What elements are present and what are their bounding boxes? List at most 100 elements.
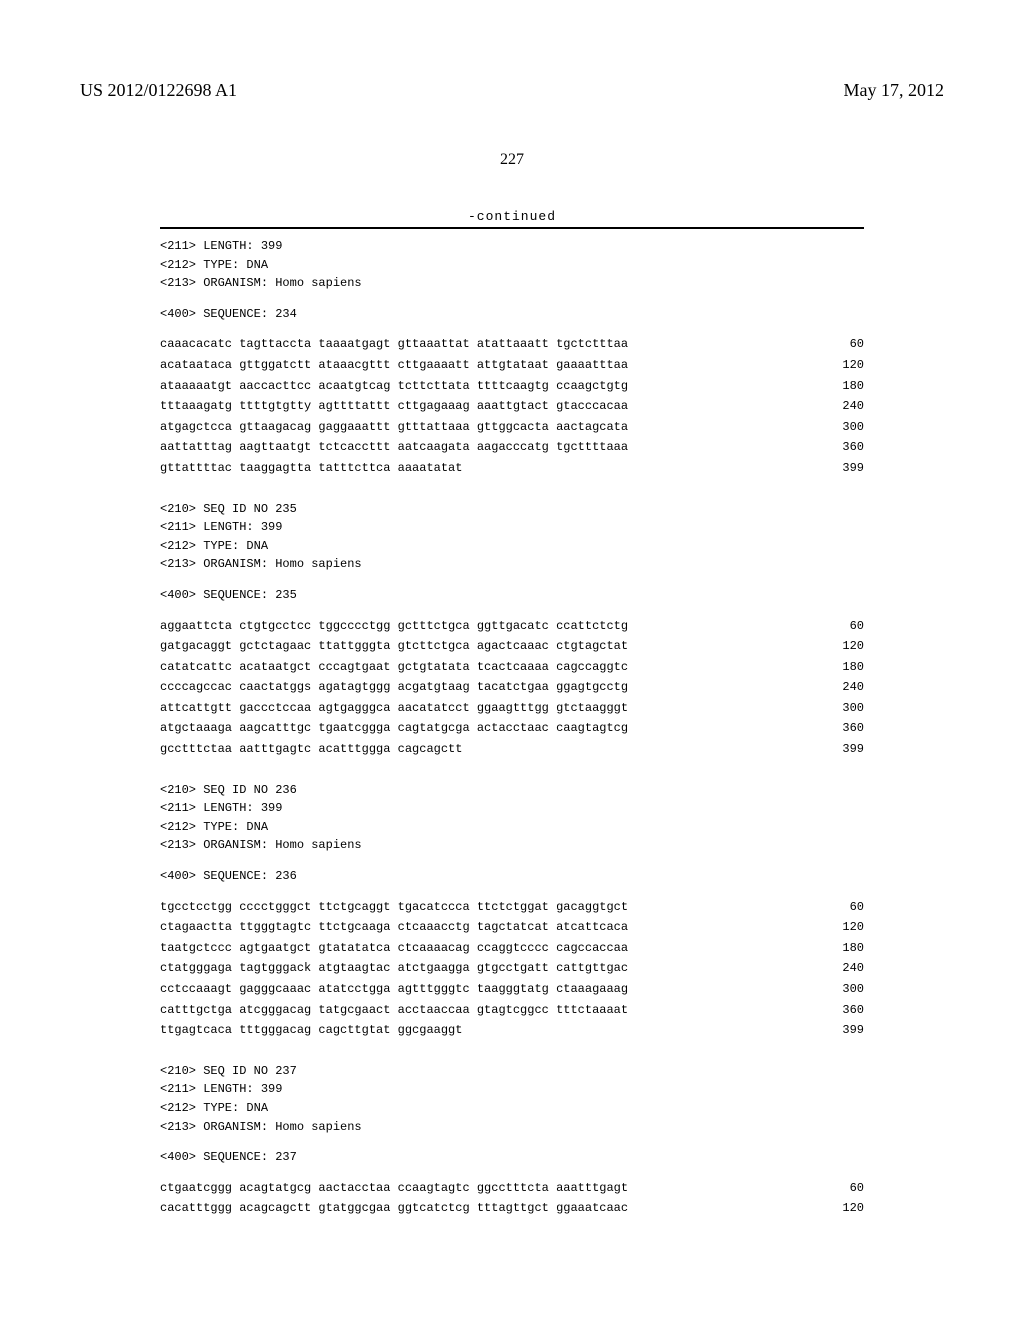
seq-header: <400> SEQUENCE: 235 — [160, 586, 864, 605]
seq-meta-line: <213> ORGANISM: Homo sapiens — [160, 555, 864, 574]
seq-header: <400> SEQUENCE: 237 — [160, 1148, 864, 1167]
seq-meta-line: <211> LENGTH: 399 — [160, 518, 864, 537]
seq-line: catatcattc acataatgct cccagtgaat gctgtat… — [160, 658, 864, 677]
seq-bases: cacatttggg acagcagctt gtatggcgaa ggtcatc… — [160, 1199, 628, 1218]
continued-label: -continued — [0, 209, 1024, 224]
seq-body: caaacacatc tagttaccta taaaatgagt gttaaat… — [160, 335, 864, 477]
seq-pos: 360 — [842, 1001, 864, 1020]
seq-pos: 60 — [850, 335, 864, 354]
seq-line: gttattttac taaggagtta tatttcttca aaaatat… — [160, 459, 864, 478]
seq-meta-line: <211> LENGTH: 399 — [160, 799, 864, 818]
seq-line: cctccaaagt gagggcaaac atatcctgga agtttgg… — [160, 980, 864, 999]
page-number: 227 — [0, 151, 1024, 169]
seq-meta-line: <212> TYPE: DNA — [160, 256, 864, 275]
seq-pos: 180 — [842, 939, 864, 958]
seq-pos: 300 — [842, 980, 864, 999]
seq-header: <400> SEQUENCE: 236 — [160, 867, 864, 886]
seq-bases: ctagaactta ttgggtagtc ttctgcaaga ctcaaac… — [160, 918, 628, 937]
seq-meta-line: <210> SEQ ID NO 235 — [160, 500, 864, 519]
seq-bases: attcattgtt gaccctccaa agtgagggca aacatat… — [160, 699, 628, 718]
seq-pos: 240 — [842, 959, 864, 978]
seq-meta-line: <212> TYPE: DNA — [160, 1099, 864, 1118]
seq-bases: caaacacatc tagttaccta taaaatgagt gttaaat… — [160, 335, 628, 354]
seq-pos: 60 — [850, 898, 864, 917]
seq-meta-block: <210> SEQ ID NO 235 <211> LENGTH: 399 <2… — [160, 500, 864, 574]
seq-bases: ctgaatcggg acagtatgcg aactacctaa ccaagta… — [160, 1179, 628, 1198]
seq-header-line: <400> SEQUENCE: 237 — [160, 1148, 864, 1167]
seq-pos: 120 — [842, 356, 864, 375]
seq-line: ctgaatcggg acagtatgcg aactacctaa ccaagta… — [160, 1179, 864, 1198]
seq-bases: ataaaaatgt aaccacttcc acaatgtcag tcttctt… — [160, 377, 628, 396]
page-header: US 2012/0122698 A1 May 17, 2012 — [0, 0, 1024, 101]
seq-body: tgcctcctgg cccctgggct ttctgcaggt tgacatc… — [160, 898, 864, 1040]
seq-pos: 399 — [842, 459, 864, 478]
seq-line: tttaaagatg ttttgtgtty agttttattt cttgaga… — [160, 397, 864, 416]
seq-pos: 120 — [842, 637, 864, 656]
seq-line: ctagaactta ttgggtagtc ttctgcaaga ctcaaac… — [160, 918, 864, 937]
seq-bases: aattatttag aagttaatgt tctcaccttt aatcaag… — [160, 438, 628, 457]
seq-bases: cctccaaagt gagggcaaac atatcctgga agtttgg… — [160, 980, 628, 999]
seq-meta-line: <210> SEQ ID NO 236 — [160, 781, 864, 800]
seq-line: atgctaaaga aagcatttgc tgaatcggga cagtatg… — [160, 719, 864, 738]
seq-line: gatgacaggt gctctagaac ttattgggta gtcttct… — [160, 637, 864, 656]
seq-bases: atgagctcca gttaagacag gaggaaattt gtttatt… — [160, 418, 628, 437]
seq-bases: ttgagtcaca tttgggacag cagcttgtat ggcgaag… — [160, 1021, 462, 1040]
seq-line: gcctttctaa aatttgagtc acatttggga cagcagc… — [160, 740, 864, 759]
seq-meta-line: <212> TYPE: DNA — [160, 537, 864, 556]
seq-pos: 240 — [842, 397, 864, 416]
seq-line: aggaattcta ctgtgcctcc tggcccctgg gctttct… — [160, 617, 864, 636]
seq-meta-block: <210> SEQ ID NO 236 <211> LENGTH: 399 <2… — [160, 781, 864, 855]
seq-line: attcattgtt gaccctccaa agtgagggca aacatat… — [160, 699, 864, 718]
pub-date: May 17, 2012 — [844, 80, 945, 101]
seq-meta-line: <213> ORGANISM: Homo sapiens — [160, 836, 864, 855]
seq-header: <400> SEQUENCE: 234 — [160, 305, 864, 324]
seq-bases: catatcattc acataatgct cccagtgaat gctgtat… — [160, 658, 628, 677]
seq-line: caaacacatc tagttaccta taaaatgagt gttaaat… — [160, 335, 864, 354]
seq-line: ctatgggaga tagtgggack atgtaagtac atctgaa… — [160, 959, 864, 978]
seq-line: tgcctcctgg cccctgggct ttctgcaggt tgacatc… — [160, 898, 864, 917]
seq-bases: catttgctga atcgggacag tatgcgaact acctaac… — [160, 1001, 628, 1020]
seq-pos: 60 — [850, 1179, 864, 1198]
seq-meta-block: <211> LENGTH: 399 <212> TYPE: DNA <213> … — [160, 237, 864, 293]
seq-bases: taatgctccc agtgaatgct gtatatatca ctcaaaa… — [160, 939, 628, 958]
seq-bases: gcctttctaa aatttgagtc acatttggga cagcagc… — [160, 740, 462, 759]
seq-line: acataataca gttggatctt ataaacgttt cttgaaa… — [160, 356, 864, 375]
seq-line: ataaaaatgt aaccacttcc acaatgtcag tcttctt… — [160, 377, 864, 396]
seq-pos: 120 — [842, 918, 864, 937]
seq-header-line: <400> SEQUENCE: 235 — [160, 586, 864, 605]
seq-header-line: <400> SEQUENCE: 236 — [160, 867, 864, 886]
seq-pos: 360 — [842, 719, 864, 738]
seq-bases: atgctaaaga aagcatttgc tgaatcggga cagtatg… — [160, 719, 628, 738]
pub-number: US 2012/0122698 A1 — [80, 80, 237, 101]
seq-meta-block: <210> SEQ ID NO 237 <211> LENGTH: 399 <2… — [160, 1062, 864, 1136]
seq-line: cacatttggg acagcagctt gtatggcgaa ggtcatc… — [160, 1199, 864, 1218]
seq-meta-line: <210> SEQ ID NO 237 — [160, 1062, 864, 1081]
seq-line: taatgctccc agtgaatgct gtatatatca ctcaaaa… — [160, 939, 864, 958]
seq-pos: 360 — [842, 438, 864, 457]
seq-meta-line: <212> TYPE: DNA — [160, 818, 864, 837]
seq-pos: 399 — [842, 1021, 864, 1040]
seq-meta-line: <211> LENGTH: 399 — [160, 237, 864, 256]
seq-pos: 60 — [850, 617, 864, 636]
seq-pos: 300 — [842, 418, 864, 437]
sequence-listing: <211> LENGTH: 399 <212> TYPE: DNA <213> … — [0, 229, 1024, 1218]
seq-body: aggaattcta ctgtgcctcc tggcccctgg gctttct… — [160, 617, 864, 759]
seq-bases: ctatgggaga tagtgggack atgtaagtac atctgaa… — [160, 959, 628, 978]
seq-line: aattatttag aagttaatgt tctcaccttt aatcaag… — [160, 438, 864, 457]
seq-bases: tttaaagatg ttttgtgtty agttttattt cttgaga… — [160, 397, 628, 416]
seq-bases: gttattttac taaggagtta tatttcttca aaaatat… — [160, 459, 462, 478]
seq-bases: gatgacaggt gctctagaac ttattgggta gtcttct… — [160, 637, 628, 656]
seq-meta-line: <213> ORGANISM: Homo sapiens — [160, 1118, 864, 1137]
seq-line: ttgagtcaca tttgggacag cagcttgtat ggcgaag… — [160, 1021, 864, 1040]
seq-pos: 120 — [842, 1199, 864, 1218]
seq-line: ccccagccac caactatggs agatagtggg acgatgt… — [160, 678, 864, 697]
seq-pos: 300 — [842, 699, 864, 718]
seq-meta-line: <213> ORGANISM: Homo sapiens — [160, 274, 864, 293]
seq-body: ctgaatcggg acagtatgcg aactacctaa ccaagta… — [160, 1179, 864, 1218]
seq-pos: 180 — [842, 377, 864, 396]
seq-pos: 399 — [842, 740, 864, 759]
seq-bases: aggaattcta ctgtgcctcc tggcccctgg gctttct… — [160, 617, 628, 636]
seq-pos: 240 — [842, 678, 864, 697]
seq-line: atgagctcca gttaagacag gaggaaattt gtttatt… — [160, 418, 864, 437]
seq-line: catttgctga atcgggacag tatgcgaact acctaac… — [160, 1001, 864, 1020]
